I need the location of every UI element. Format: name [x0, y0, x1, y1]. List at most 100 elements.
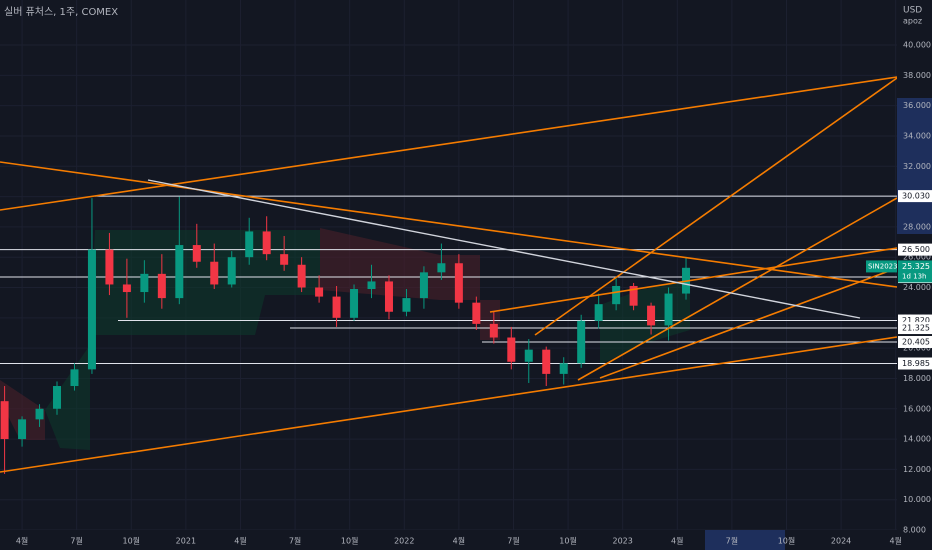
- candle-body: [87, 249, 96, 370]
- cloud-red: [0, 380, 45, 440]
- y-tick-label: 40.000: [903, 41, 931, 50]
- trendlines: [0, 76, 898, 473]
- x-tick-label: 2022: [394, 537, 414, 546]
- candle-body: [367, 281, 376, 290]
- candle-body: [315, 287, 324, 297]
- level-tag: [898, 190, 932, 203]
- y-tick-label: 14.000: [903, 435, 931, 444]
- candle-body: [577, 320, 586, 364]
- y-tick-label: 8.000: [903, 526, 926, 535]
- x-tick-label: 4월: [16, 536, 28, 546]
- level-label: 20.405: [902, 337, 930, 346]
- x-tick-label: 7월: [507, 536, 519, 546]
- candle-body: [192, 245, 201, 262]
- level-label: 30.030: [902, 192, 930, 201]
- y-tick-label: 36.000: [903, 101, 931, 110]
- time-axis: [0, 530, 932, 550]
- x-tick-label: 4월: [453, 536, 465, 546]
- trendline: [577, 197, 898, 381]
- candle-body: [594, 304, 603, 321]
- y-tick-label: 18.000: [903, 374, 931, 383]
- axis-note: apoz: [903, 17, 922, 26]
- level-label: 18.985: [902, 359, 930, 368]
- last-price-tag: [898, 260, 932, 283]
- candle-body: [175, 245, 184, 299]
- level-tag: [898, 243, 932, 256]
- cloud-red: [320, 228, 500, 340]
- x-tick-label: 7월: [70, 536, 82, 546]
- x-tick-label: 2023: [613, 537, 633, 546]
- level-label: 21.325: [902, 324, 930, 333]
- candle-body: [122, 284, 131, 293]
- x-tick-label: 7월: [726, 536, 738, 546]
- level-tag: [898, 322, 932, 335]
- candle-body: [53, 386, 62, 409]
- axis-selection: [705, 530, 785, 550]
- y-tick-label: 16.000: [903, 404, 931, 413]
- x-tick-label: 10월: [559, 536, 577, 546]
- symbol: SIN2023: [868, 262, 898, 270]
- axis-selection: [897, 98, 932, 234]
- levels: [0, 195, 897, 365]
- candle-body: [350, 289, 359, 318]
- trendline: [599, 267, 898, 379]
- x-tick-label: 4월: [234, 536, 246, 546]
- y-tick-label: 28.000: [903, 222, 931, 231]
- trendline: [489, 247, 898, 313]
- candle-body: [227, 257, 236, 285]
- trendline-white: [147, 179, 861, 319]
- x-tick-label: 10월: [778, 536, 796, 546]
- candle-body: [402, 298, 411, 312]
- last-price: 25.325: [902, 262, 930, 271]
- y-tick-label: 32.000: [903, 162, 931, 171]
- x-tick-label: 2021: [176, 537, 196, 546]
- candle-body: [384, 281, 393, 312]
- candle-body: [210, 261, 219, 285]
- x-tick-label: 4월: [671, 536, 683, 546]
- candle-body: [524, 349, 533, 362]
- candle-body: [140, 273, 149, 293]
- candle-body: [437, 263, 446, 273]
- candle-body: [280, 254, 289, 265]
- candle-body: [507, 337, 516, 362]
- candle-body: [332, 296, 341, 318]
- cloud-green: [45, 345, 90, 450]
- candle-body: [559, 363, 568, 374]
- level-label: 21.820: [902, 316, 930, 325]
- level-tag: [898, 335, 932, 348]
- y-tick-label: 38.000: [903, 71, 931, 80]
- x-tick-label: 4월: [889, 536, 901, 546]
- trendline: [0, 76, 898, 211]
- candle-body: [629, 285, 638, 306]
- candle-body: [70, 369, 79, 387]
- symbol-tag: [866, 260, 897, 273]
- y-tick-label: 20.000: [903, 344, 931, 353]
- candle-body: [664, 293, 673, 326]
- x-tick-label: 10월: [122, 536, 140, 546]
- candle-body: [0, 401, 9, 440]
- x-tick-label: 2024: [831, 537, 851, 546]
- candle-body: [454, 263, 463, 303]
- candle-body: [297, 264, 306, 288]
- candle-body: [612, 285, 621, 305]
- candle-body: [472, 302, 481, 324]
- currency: USD: [903, 6, 922, 16]
- candle-body: [647, 305, 656, 326]
- candle-body: [419, 272, 428, 299]
- level-tag: [898, 357, 932, 370]
- x-tick-label: 7월: [289, 536, 301, 546]
- candle-body: [18, 419, 27, 440]
- y-tick-label: 10.000: [903, 495, 931, 504]
- countdown: 1d 13h: [902, 272, 926, 280]
- candle-body: [542, 349, 551, 374]
- candle-body: [262, 231, 271, 255]
- candle-body: [157, 273, 166, 299]
- candle-body: [245, 231, 254, 258]
- cloud-green: [90, 230, 320, 335]
- trendline: [0, 161, 898, 288]
- axes: 8.000 10.000 12.000 14.000 16.000 18.000 20.00…: [16, 41, 932, 546]
- x-tick-label: 10월: [341, 536, 359, 546]
- chart-title: 실버 퓨처스, 1주, COMEX: [4, 6, 118, 18]
- candle-body: [35, 408, 44, 420]
- y-tick-label: 24.000: [903, 283, 931, 292]
